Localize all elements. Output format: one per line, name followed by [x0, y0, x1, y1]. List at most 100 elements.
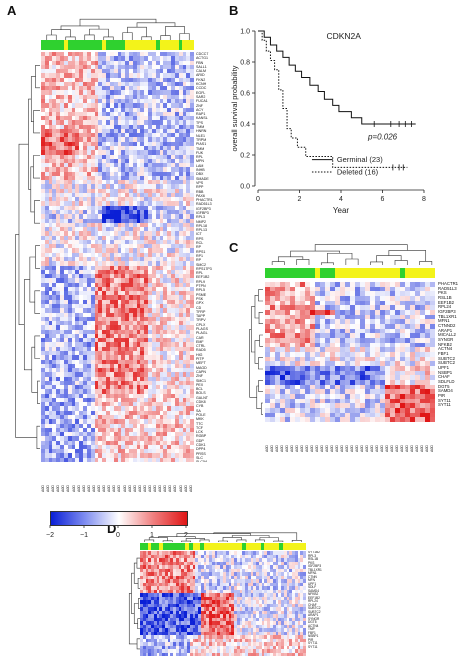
heatmap-cell	[90, 372, 95, 377]
heatmap-cell	[94, 457, 99, 462]
heatmap-cell	[163, 265, 168, 270]
heatmap-cell	[41, 145, 45, 151]
heatmap-cell	[128, 252, 133, 257]
heatmap-cell	[52, 64, 57, 70]
heatmap-cell	[265, 295, 270, 301]
heatmap-cell	[151, 406, 156, 411]
heatmap-cell	[171, 355, 175, 360]
heatmap-cell	[52, 167, 57, 172]
heatmap-cell	[60, 282, 64, 287]
heatmap-cell	[109, 257, 114, 262]
heatmap-cell	[136, 368, 141, 373]
heatmap-cell	[125, 355, 129, 360]
heatmap-cell	[117, 397, 122, 403]
heatmap-cell	[148, 133, 152, 138]
heatmap-cell	[186, 325, 191, 330]
heatmap-cell	[140, 150, 145, 155]
heatmap-cell	[79, 286, 84, 292]
heatmap-cell	[186, 385, 191, 390]
heatmap-cell	[190, 222, 194, 228]
heatmap-cell	[290, 389, 295, 394]
heatmap-cell	[121, 444, 126, 450]
heatmap-cell	[400, 305, 405, 310]
heatmap-cell	[136, 210, 141, 215]
heatmap-cell	[83, 141, 87, 146]
heatmap-cell	[41, 86, 45, 91]
heatmap-cell	[48, 419, 53, 424]
heatmap-cell	[136, 244, 141, 249]
heatmap-cell	[90, 436, 95, 441]
heatmap-cell	[83, 299, 87, 304]
heatmap-cell	[136, 137, 141, 142]
heatmap-cell	[113, 419, 118, 424]
heatmap-cell	[390, 393, 395, 399]
heatmap-cell	[86, 406, 91, 411]
heatmap-cell	[109, 406, 114, 411]
heatmap-cell	[395, 305, 400, 310]
heatmap-cell	[113, 197, 118, 202]
heatmap-cell	[60, 415, 64, 420]
heatmap-cell	[275, 398, 280, 404]
heatmap-cell	[190, 355, 194, 360]
heatmap-cell	[140, 393, 145, 398]
annotation-segment-green	[178, 40, 183, 50]
heatmap-cell	[121, 192, 126, 198]
heatmap-cell	[360, 323, 365, 329]
heatmap-cell	[83, 73, 87, 78]
heatmap-cell	[155, 415, 160, 420]
heatmap-cell	[290, 286, 295, 292]
heatmap-cell	[109, 316, 114, 322]
heatmap-cell	[148, 453, 152, 458]
heatmap-cell	[190, 103, 194, 108]
heatmap-cell	[171, 415, 175, 420]
heatmap-cell	[144, 171, 149, 176]
heatmap-cell	[60, 171, 64, 176]
heatmap-cell	[186, 269, 191, 275]
heatmap-cell	[117, 133, 122, 138]
heatmap-cell	[430, 393, 435, 399]
heatmap-cell	[290, 347, 295, 352]
heatmap-cell	[365, 375, 370, 380]
sample-label: A0D	[46, 485, 51, 492]
heatmap-cell	[305, 291, 310, 296]
heatmap-cell	[159, 257, 164, 262]
heatmap-cell	[300, 337, 305, 343]
heatmap-cell	[320, 291, 325, 296]
heatmap-cell	[171, 145, 175, 151]
heatmap-cell	[148, 338, 152, 343]
heatmap-cell	[340, 365, 345, 371]
heatmap-cell	[102, 355, 107, 360]
heatmap-cell	[41, 427, 45, 433]
heatmap-cell	[109, 312, 114, 317]
dendrogram-link	[136, 22, 176, 28]
heatmap-cell	[174, 402, 179, 407]
heatmap-cell	[385, 370, 390, 376]
heatmap-cell	[148, 124, 152, 129]
heatmap-cell	[128, 453, 133, 458]
heatmap-cell	[52, 171, 57, 176]
heatmap-cell	[94, 77, 99, 82]
heatmap-cell	[67, 333, 72, 339]
heatmap-cell	[71, 227, 76, 232]
heatmap-cell	[52, 124, 57, 129]
heatmap-cell	[94, 158, 99, 164]
heatmap-cell	[117, 363, 122, 369]
heatmap-cell	[163, 299, 168, 304]
heatmap-cell	[41, 124, 45, 129]
heatmap-cell	[420, 342, 425, 348]
heatmap-cell	[132, 163, 137, 168]
heatmap-cell	[52, 158, 57, 164]
heatmap-cell	[159, 73, 164, 78]
heatmap-cell	[94, 231, 99, 236]
sample-label: A0D	[122, 485, 127, 492]
heatmap-cell	[167, 150, 172, 155]
heatmap-cell	[182, 389, 187, 394]
heatmap-cell	[98, 453, 103, 458]
heatmap-cell	[178, 321, 183, 326]
heatmap-cell	[400, 323, 405, 329]
heatmap-cell	[106, 124, 110, 129]
heatmap-cell	[390, 337, 395, 343]
heatmap-cell	[148, 261, 152, 266]
heatmap-cell	[79, 192, 84, 198]
heatmap-cell	[144, 257, 149, 262]
